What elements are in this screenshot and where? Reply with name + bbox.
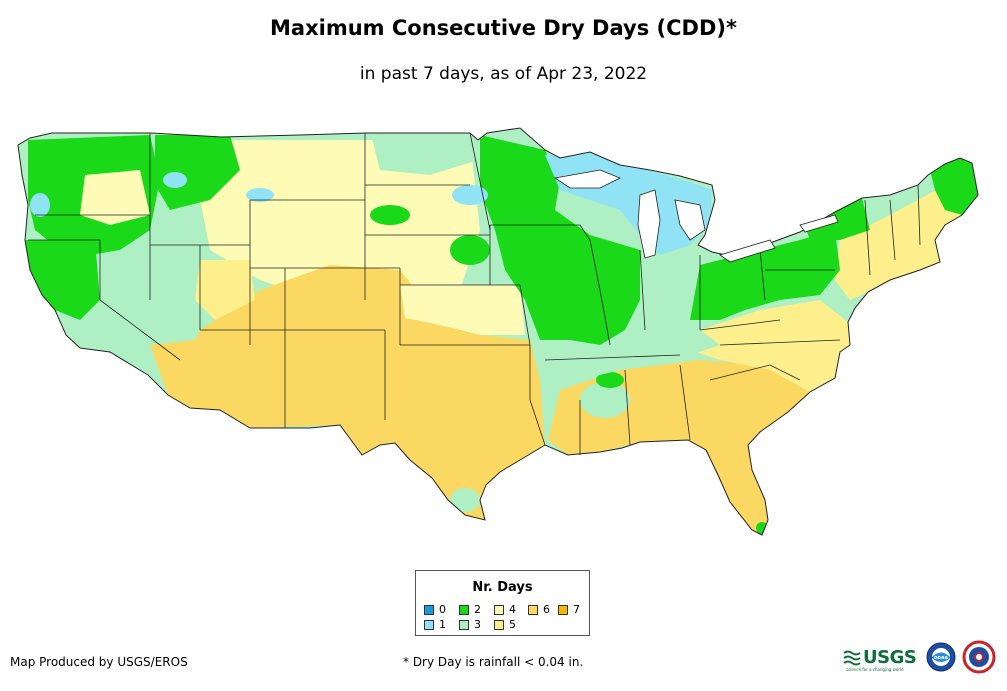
usgs-wave-icon — [843, 650, 861, 666]
legend-item-3: 3 — [459, 618, 481, 631]
legend-label-5: 5 — [509, 618, 516, 631]
legend-label-6: 6 — [543, 603, 550, 616]
map-title: Maximum Consecutive Dry Days (CDD)* — [270, 16, 737, 40]
legend-item-5: 5 — [494, 618, 516, 631]
legend-swatch-3 — [459, 619, 469, 630]
noaa-logo-icon: noaa — [926, 642, 956, 672]
legend-title: Nr. Days — [472, 580, 533, 595]
legend-label-7: 7 — [573, 603, 580, 616]
legend-swatch-5 — [494, 619, 504, 630]
legend-swatch-2 — [459, 604, 469, 615]
legend-item-6: 6 — [528, 603, 550, 616]
credit-text: Map Produced by USGS/EROS — [10, 655, 188, 669]
legend-item-7: 7 — [558, 603, 580, 616]
legend-swatch-0 — [424, 604, 434, 615]
legend-label-2: 2 — [474, 603, 481, 616]
great-lakes — [553, 169, 839, 263]
legend-swatch-1 — [424, 619, 434, 630]
noaa-logo-text: noaa — [934, 655, 948, 661]
legend-swatch-6 — [528, 604, 538, 615]
legend-label-1: 1 — [439, 618, 446, 631]
legend-label-4: 4 — [509, 603, 516, 616]
state-borders — [28, 132, 921, 455]
map-legend: Nr. Days 0 1 2 3 4 5 6 7 — [415, 570, 590, 636]
legend-label-3: 3 — [474, 618, 481, 631]
legend-label-0: 0 — [439, 603, 446, 616]
legend-swatch-4 — [494, 604, 504, 615]
usgs-logo: USGS science for a changing world — [843, 644, 918, 672]
nws-logo-icon — [962, 640, 996, 674]
map-subtitle: in past 7 days, as of Apr 23, 2022 — [359, 64, 648, 84]
legend-item-0: 0 — [424, 603, 446, 616]
dry-day-note: * Dry Day is rainfall < 0.04 in. — [403, 655, 584, 669]
usgs-logo-text: USGS — [863, 647, 917, 668]
legend-item-1: 1 — [424, 618, 446, 631]
usgs-tagline: science for a changing world — [846, 667, 904, 672]
legend-item-2: 2 — [459, 603, 481, 616]
legend-swatch-7 — [558, 604, 568, 615]
legend-item-4: 4 — [494, 603, 516, 616]
